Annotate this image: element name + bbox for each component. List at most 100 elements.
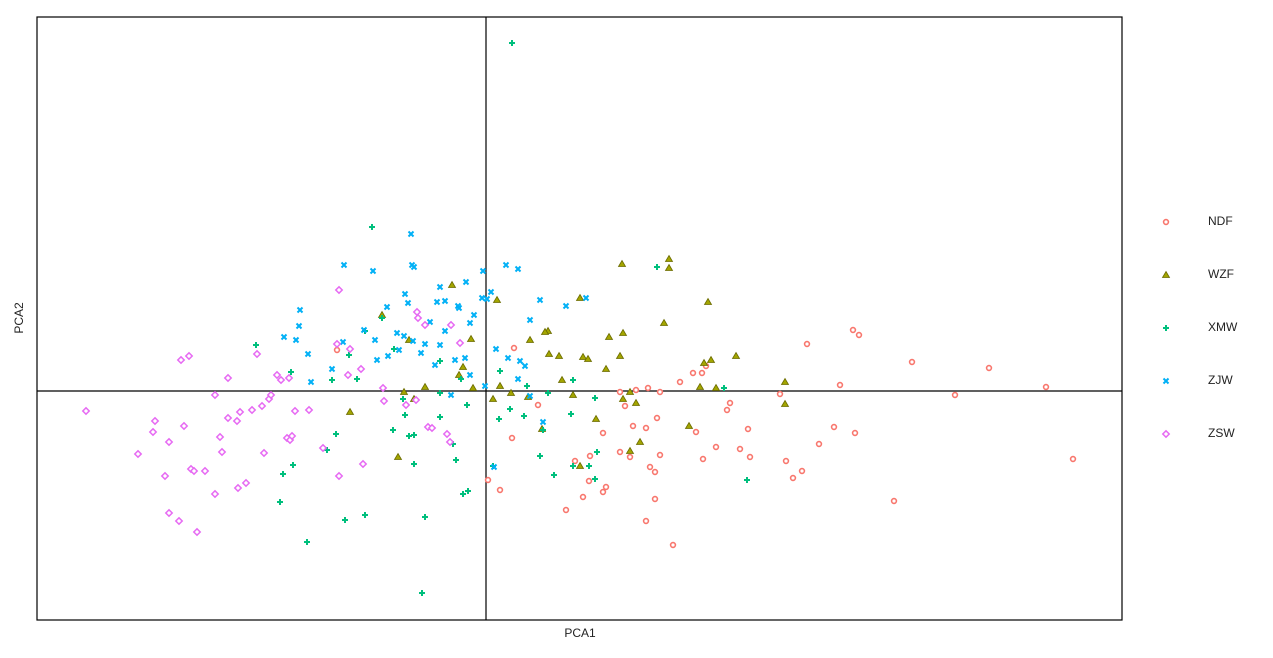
point: [592, 395, 598, 401]
point: [233, 483, 243, 493]
point: [780, 399, 790, 407]
point: [290, 406, 300, 416]
point: [534, 401, 542, 409]
point: [445, 437, 455, 447]
point: [644, 384, 652, 392]
point: [437, 390, 443, 396]
point: [223, 413, 233, 423]
point: [646, 463, 654, 471]
point: [422, 514, 428, 520]
point: [307, 378, 315, 386]
point: [585, 477, 593, 485]
point: [699, 455, 707, 463]
point: [478, 294, 486, 302]
point: [391, 346, 397, 352]
point: [631, 398, 641, 406]
point: [179, 421, 189, 431]
point: [420, 320, 430, 330]
point: [568, 411, 574, 417]
point: [985, 364, 993, 372]
point: [334, 285, 344, 295]
point: [689, 369, 697, 377]
point: [339, 338, 347, 346]
point: [1069, 455, 1077, 463]
point: [184, 351, 194, 361]
point: [695, 382, 705, 390]
point: [849, 326, 857, 334]
point: [514, 265, 522, 273]
point: [570, 377, 576, 383]
point: [780, 377, 790, 385]
point: [651, 468, 659, 476]
point: [526, 316, 534, 324]
point: [345, 407, 355, 415]
point: [466, 371, 474, 379]
point: [664, 263, 674, 271]
point: [692, 428, 700, 436]
legend-marker: [1161, 429, 1171, 439]
point: [189, 466, 199, 476]
point: [328, 365, 336, 373]
point: [524, 383, 530, 389]
point: [615, 351, 625, 359]
point: [466, 319, 474, 327]
point: [951, 391, 959, 399]
legend-marker: [1163, 325, 1169, 331]
point: [354, 376, 360, 382]
point: [210, 390, 220, 400]
point: [592, 476, 598, 482]
point: [400, 396, 406, 402]
point: [504, 354, 512, 362]
point: [601, 364, 611, 372]
point: [525, 335, 535, 343]
point: [378, 383, 388, 393]
point: [433, 298, 441, 306]
point: [413, 313, 423, 323]
plot-frame: [36, 16, 1123, 621]
point: [497, 368, 503, 374]
legend-marker: [1162, 218, 1170, 226]
point: [340, 261, 348, 269]
point: [399, 387, 409, 395]
point: [659, 318, 669, 326]
point: [458, 362, 468, 370]
point: [200, 466, 210, 476]
point: [436, 341, 444, 349]
point: [496, 486, 504, 494]
point: [342, 517, 348, 523]
point: [540, 327, 550, 335]
point: [568, 390, 578, 398]
point: [776, 390, 784, 398]
point: [908, 358, 916, 366]
point: [160, 471, 170, 481]
point: [334, 471, 344, 481]
point: [247, 405, 257, 415]
point: [642, 517, 650, 525]
point: [253, 342, 259, 348]
point: [441, 327, 449, 335]
point: [616, 448, 624, 456]
point: [461, 354, 469, 362]
point: [488, 394, 498, 402]
point: [803, 340, 811, 348]
point: [284, 373, 294, 383]
point: [400, 332, 408, 340]
point: [699, 358, 709, 366]
legend-label: XMW: [1208, 320, 1238, 334]
point: [235, 407, 245, 417]
point: [266, 390, 276, 400]
point: [616, 388, 624, 396]
point: [292, 336, 300, 344]
point: [851, 429, 859, 437]
point: [215, 432, 225, 442]
point: [272, 370, 282, 380]
point: [287, 431, 297, 441]
point: [192, 527, 202, 537]
point: [395, 346, 403, 354]
legend-label: ZJW: [1208, 373, 1233, 387]
point: [502, 261, 510, 269]
point: [495, 381, 505, 389]
point: [537, 453, 543, 459]
point: [384, 352, 392, 360]
point: [345, 344, 355, 354]
